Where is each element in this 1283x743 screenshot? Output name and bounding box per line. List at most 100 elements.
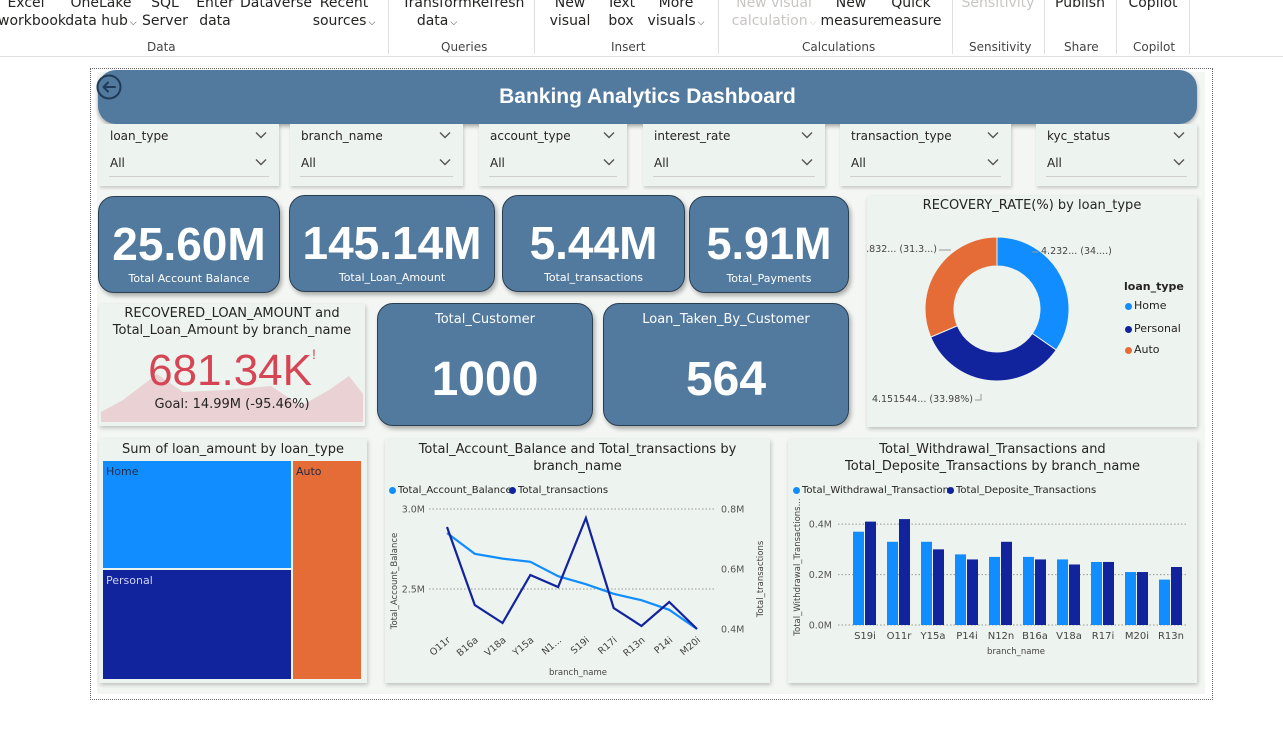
slicer-transaction-type[interactable]: transaction_type All <box>840 124 1011 186</box>
slicer-branch-name[interactable]: branch_name All <box>290 124 463 186</box>
chevron-down-icon[interactable] <box>801 158 813 166</box>
chevron-down-icon[interactable] <box>255 158 267 166</box>
onelake-data-hub-button[interactable]: OneLake data hub ⌵ <box>62 0 140 32</box>
treemap-tile-auto[interactable]: Auto <box>293 461 361 679</box>
dataverse-button[interactable]: Dataverse <box>240 0 312 12</box>
slicer-kyc-status[interactable]: kyc_status All <box>1036 124 1197 186</box>
text-box-button[interactable]: Text box <box>602 0 640 30</box>
new-visual-button[interactable]: New visual <box>546 0 594 30</box>
transform-data-button[interactable]: Transform data ⌵ <box>400 0 474 32</box>
slicer-value[interactable]: All <box>301 156 316 170</box>
new-measure-button[interactable]: New measure <box>820 0 882 30</box>
legend-item-auto[interactable]: Auto <box>1125 343 1160 356</box>
sql-server-button[interactable]: SQL Server <box>142 0 188 30</box>
bar-deposit-p14i[interactable] <box>967 559 978 625</box>
copilot-button[interactable]: Copilot <box>1124 0 1182 12</box>
donut-slice-auto[interactable] <box>924 236 998 338</box>
refresh-button[interactable]: Refresh <box>470 0 526 12</box>
withdrawal-deposit-bar-panel[interactable]: Total_Withdrawal_Transactions and Total_… <box>788 439 1197 683</box>
legend-item-withdrawal[interactable]: Total_Withdrawal_Transactions <box>793 485 954 496</box>
chevron-down-icon[interactable] <box>439 158 451 166</box>
bar-withdrawal-n12n[interactable] <box>989 556 1000 625</box>
slicer-underline <box>653 176 815 177</box>
series-line-account-balance[interactable] <box>446 532 698 630</box>
chevron-down-icon[interactable] <box>439 131 451 139</box>
treemap-chart[interactable]: Home Personal Auto <box>103 461 365 679</box>
publish-button[interactable]: Publish <box>1052 0 1108 12</box>
line-chart[interactable]: 3.0M 2.5M 0.8M 0.6M 0.4M Total_Account_Balanc… <box>385 499 770 683</box>
bar-deposit-o11r[interactable] <box>899 519 910 625</box>
enter-data-button[interactable]: Enter data <box>194 0 236 30</box>
bar-deposit-n12n[interactable] <box>1001 541 1012 625</box>
chevron-down-icon[interactable] <box>603 131 615 139</box>
recovery-rate-donut-panel[interactable]: RECOVERY_RATE(%) by loan_type 4.232... (… <box>867 196 1197 427</box>
slicer-value[interactable]: All <box>110 156 125 170</box>
bar-withdrawal-b16a[interactable] <box>1023 556 1034 625</box>
kpi-card-loan-amount[interactable]: 145.14M Total_Loan_Amount <box>289 195 495 292</box>
bar-withdrawal-s19i[interactable] <box>853 531 864 625</box>
bar-deposit-r17i[interactable] <box>1103 561 1114 625</box>
donut-slice-home[interactable] <box>996 236 1070 351</box>
kpi-card-loan-taken[interactable]: Loan_Taken_By_Customer 564 <box>603 303 849 426</box>
slicer-value[interactable]: All <box>654 156 669 170</box>
new-visual-calculation-button[interactable]: New visual calculation ⌵ <box>726 0 822 32</box>
legend-item-home[interactable]: Home <box>1125 299 1166 312</box>
slicer-interest-rate[interactable]: interest_rate All <box>643 124 825 186</box>
legend-item-personal[interactable]: Personal <box>1125 322 1181 335</box>
donut-chart[interactable]: 4.232... (34....) 4.151544... (33.98%) 3.8… <box>867 214 1197 427</box>
chevron-down-icon[interactable] <box>801 131 813 139</box>
legend-item-account-balance[interactable]: Total_Account_Balance <box>389 485 512 496</box>
series-line-transactions[interactable] <box>445 514 698 630</box>
kpi-card-account-balance[interactable]: 25.60M Total Account Balance <box>98 196 280 293</box>
chevron-down-icon[interactable] <box>987 131 999 139</box>
chevron-down-icon[interactable] <box>987 158 999 166</box>
legend-item-deposit[interactable]: Total_Deposite_Transactions <box>947 485 1096 496</box>
kpi-card-transactions[interactable]: 5.44M Total_transactions <box>502 195 685 292</box>
recent-sources-button[interactable]: Recent sources ⌵ <box>310 0 378 32</box>
legend-item-transactions[interactable]: Total_transactions <box>509 485 608 496</box>
back-arrow-icon[interactable] <box>96 74 122 100</box>
treemap-tile-personal[interactable]: Personal <box>103 570 291 679</box>
loan-amount-treemap-panel[interactable]: Sum of loan_amount by loan_type Home Pers… <box>99 439 367 683</box>
donut-slice-personal[interactable] <box>930 325 1057 382</box>
button-label: data hub <box>65 13 128 29</box>
button-label: SQL <box>151 0 179 11</box>
bar-deposit-m20i[interactable] <box>1137 572 1148 625</box>
bar-deposit-r13n[interactable] <box>1171 567 1182 625</box>
x-tick-label: B16a <box>455 635 481 659</box>
bar-withdrawal-r17i[interactable] <box>1091 561 1102 625</box>
treemap-tile-home[interactable]: Home <box>103 461 291 568</box>
kpi-card-total-customer[interactable]: Total_Customer 1000 <box>377 303 593 426</box>
bar-chart[interactable]: 0.4M 0.2M 0.0M Total_Withdrawal_Transaction… <box>788 499 1197 683</box>
chevron-down-icon[interactable] <box>1173 131 1185 139</box>
chevron-down-icon[interactable] <box>255 131 267 139</box>
sensitivity-button[interactable]: Sensitivity <box>960 0 1036 12</box>
kpi-value: 1000 <box>431 353 539 406</box>
slicer-value[interactable]: All <box>1047 156 1062 170</box>
recovered-loan-kpi-panel[interactable]: RECOVERED_LOAN_AMOUNT and Total_Loan_Amo… <box>99 304 365 426</box>
x-tick-label: R17i <box>596 635 619 657</box>
slicer-value[interactable]: All <box>490 156 505 170</box>
chevron-down-icon[interactable] <box>1173 158 1185 166</box>
bar-withdrawal-m20i[interactable] <box>1125 572 1136 625</box>
more-visuals-button[interactable]: More visuals ⌵ <box>644 0 708 32</box>
chevron-down-icon[interactable] <box>603 158 615 166</box>
slicer-value[interactable]: All <box>851 156 866 170</box>
bar-deposit-s19i[interactable] <box>865 521 876 625</box>
bar-withdrawal-p14i[interactable] <box>955 554 966 625</box>
slicer-account-type[interactable]: account_type All <box>479 124 627 186</box>
excel-workbook-button[interactable]: Excel workbook <box>0 0 66 30</box>
bar-deposit-y15a[interactable] <box>933 549 944 625</box>
balance-transactions-line-panel[interactable]: Total_Account_Balance and Total_transact… <box>385 439 770 683</box>
button-label: Recent <box>319 0 369 11</box>
bar-withdrawal-v18a[interactable] <box>1057 559 1068 625</box>
quick-measure-button[interactable]: Quick measure <box>880 0 942 30</box>
slicer-loan-type[interactable]: loan_type All <box>99 124 279 186</box>
bar-withdrawal-y15a[interactable] <box>921 541 932 625</box>
bar-deposit-b16a[interactable] <box>1035 559 1046 625</box>
button-label: More <box>658 0 694 11</box>
kpi-card-payments[interactable]: 5.91M Total_Payments <box>689 196 849 293</box>
bar-withdrawal-r13n[interactable] <box>1159 579 1170 625</box>
bar-deposit-v18a[interactable] <box>1069 564 1080 625</box>
bar-withdrawal-o11r[interactable] <box>887 541 898 625</box>
